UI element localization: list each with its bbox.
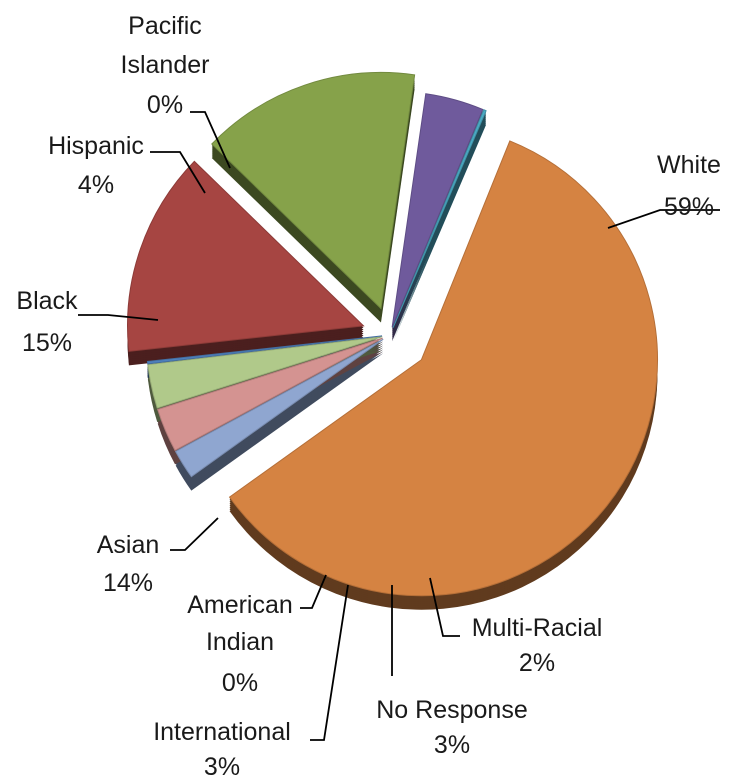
label-white-name: White bbox=[657, 151, 721, 179]
label-white-value: 59% bbox=[664, 193, 714, 221]
leader-line-multi-racial bbox=[429, 577, 460, 637]
leader-line-american-indian bbox=[300, 574, 327, 609]
label-black-name: Black bbox=[16, 287, 78, 315]
pie-slice-depth-pacific-islander bbox=[393, 117, 487, 336]
label-hispanic-name: Hispanic bbox=[48, 132, 144, 160]
label-pacific-islander-line1: Pacific bbox=[128, 12, 202, 40]
label-american-indian-value: 0% bbox=[222, 669, 258, 697]
pie-slice-depth-pacific-islander bbox=[393, 121, 487, 340]
pie-face-layer bbox=[127, 72, 658, 597]
leader-line-asian bbox=[170, 517, 219, 551]
label-hispanic-value: 4% bbox=[78, 171, 114, 199]
pie-slice-international bbox=[147, 336, 383, 409]
label-international-name: International bbox=[153, 718, 291, 746]
data-labels: White 59% Multi-Racial 2% No Response 3%… bbox=[16, 12, 721, 781]
pie-slice-white bbox=[228, 140, 658, 597]
leader-line-white bbox=[607, 209, 720, 229]
label-pacific-islander-value: 0% bbox=[147, 91, 183, 119]
pie-slice-depth-pacific-islander bbox=[393, 119, 487, 338]
leader-line-pacific-islander bbox=[190, 111, 231, 169]
label-asian-value: 14% bbox=[103, 569, 153, 597]
label-multi-racial-value: 2% bbox=[519, 649, 555, 677]
pie-slice-hispanic bbox=[391, 93, 484, 328]
pie-slice-pacific-islander bbox=[392, 109, 487, 328]
pie-slice-asian bbox=[127, 160, 365, 352]
label-no-response-value: 3% bbox=[434, 731, 470, 759]
pie-slice-depth-pacific-islander bbox=[393, 123, 487, 342]
leader-line-international bbox=[310, 584, 349, 741]
leader-lines bbox=[78, 111, 720, 741]
pie-slice-american-indian bbox=[146, 335, 383, 365]
label-asian-name: Asian bbox=[97, 531, 160, 559]
label-pacific-islander-line2: Islander bbox=[121, 51, 210, 79]
pie-slice-black bbox=[211, 72, 416, 310]
label-american-indian-line2: Indian bbox=[206, 628, 274, 656]
leader-line-hispanic bbox=[150, 151, 206, 194]
pie-slice-no-response bbox=[157, 337, 383, 452]
label-multi-racial-name: Multi-Racial bbox=[472, 614, 603, 642]
pie-slice-depth-pacific-islander bbox=[393, 111, 487, 330]
label-no-response-name: No Response bbox=[376, 696, 527, 724]
pie-slice-depth-pacific-islander bbox=[393, 113, 487, 332]
leader-line-black bbox=[78, 314, 159, 321]
label-black-value: 15% bbox=[22, 329, 72, 357]
pie-slice-depth-pacific-islander bbox=[393, 115, 487, 334]
label-american-indian-line1: American bbox=[187, 591, 293, 619]
pie-slice-multi-racial bbox=[174, 338, 384, 478]
label-international-value: 3% bbox=[204, 753, 240, 781]
